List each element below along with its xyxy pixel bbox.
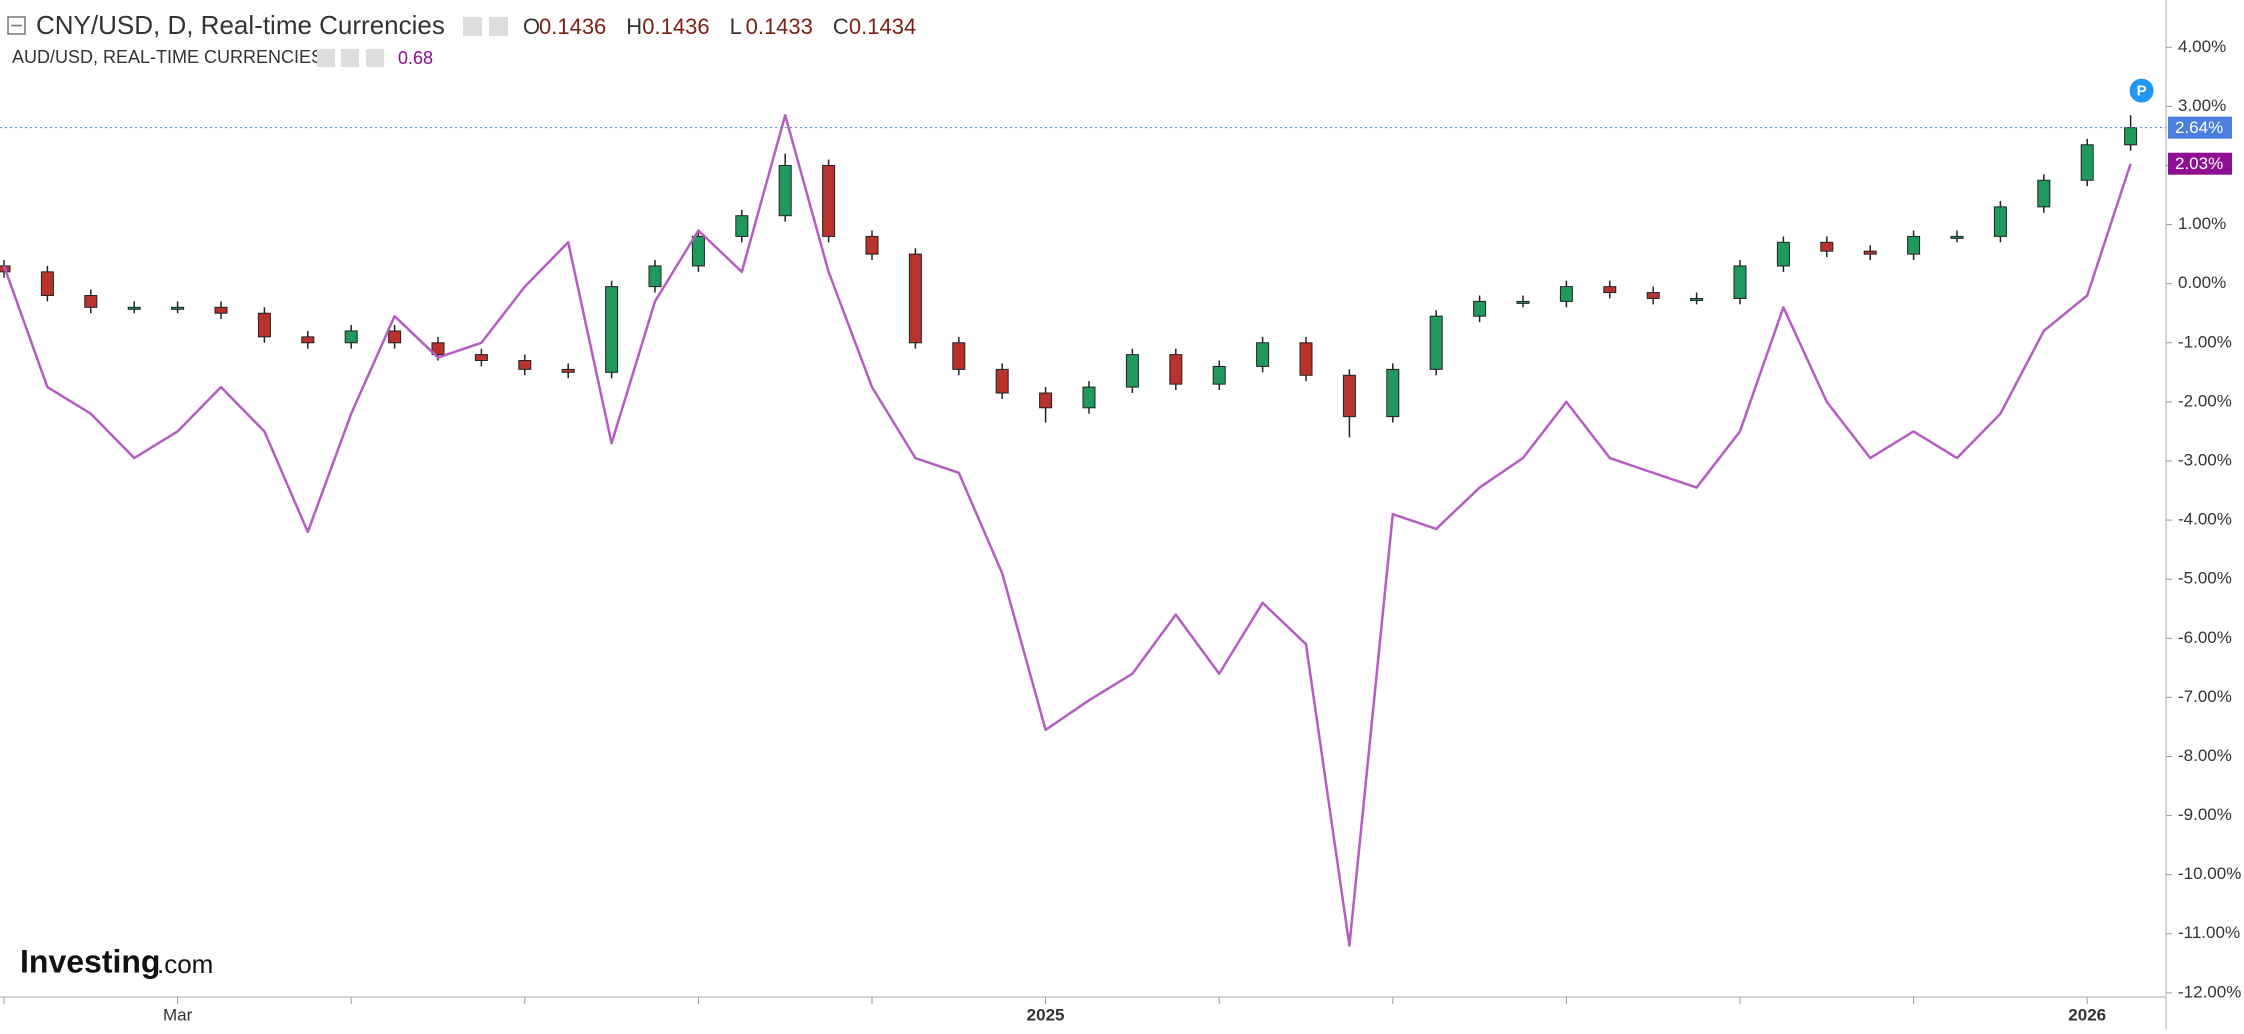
marker-label: P — [2137, 83, 2147, 100]
candle-body — [1473, 300, 1487, 317]
candle-body — [1256, 342, 1270, 367]
candle-body — [1039, 392, 1053, 409]
candle-body — [822, 164, 836, 237]
y-tick-label: -3.00% — [2178, 450, 2232, 469]
candles — [0, 115, 2138, 438]
candle-body — [1169, 354, 1183, 385]
candle-body — [1950, 235, 1964, 239]
y-tick-label: -7.00% — [2178, 687, 2232, 706]
candle-body — [431, 342, 445, 356]
marker-badge — [2129, 78, 2154, 103]
candle-body — [648, 265, 662, 288]
candle-body — [1776, 241, 1790, 267]
y-tick-label: 0.00% — [2178, 273, 2226, 292]
candle-body — [84, 294, 98, 308]
quote-value: 0.1436 — [539, 14, 606, 39]
candle-body — [474, 354, 488, 362]
y-tick-label: -6.00% — [2178, 628, 2232, 647]
y-tick-label: -12.00% — [2178, 982, 2241, 1001]
candle-body — [2080, 144, 2094, 181]
candle-body — [1863, 250, 1877, 255]
y-tick-label: -8.00% — [2178, 746, 2232, 765]
candle-body — [1429, 315, 1443, 370]
quote-value: 0.68 — [398, 48, 433, 68]
candle-body — [908, 253, 922, 344]
y-tick-label: 3.00% — [2178, 96, 2226, 115]
candle-body — [214, 306, 228, 314]
watermark-suffix: .com — [157, 949, 213, 979]
candle-body — [1125, 354, 1139, 388]
candle-body — [1342, 374, 1356, 418]
series-title: CNY/USD, D, Real-time Currencies — [36, 10, 445, 40]
candle-body — [127, 306, 141, 310]
watermark: Investing .com — [20, 943, 213, 979]
y-tick-label: 4.00% — [2178, 37, 2226, 56]
candle-body — [1690, 297, 1704, 301]
candle-body — [257, 312, 271, 338]
icon-settings[interactable] — [489, 17, 508, 36]
quote-value: 0.1434 — [849, 14, 916, 39]
candle-body — [1646, 292, 1660, 299]
y-tick-label: -10.00% — [2178, 864, 2241, 883]
x-tick-label: Mar — [163, 1005, 193, 1024]
quote-key: C — [833, 14, 849, 39]
candle-body — [691, 235, 705, 267]
y-tick-label: 1.00% — [2178, 214, 2226, 233]
x-tick-label: 2026 — [2068, 1005, 2106, 1024]
candle-body — [995, 368, 1009, 394]
watermark-brand: Investing — [20, 943, 160, 979]
quote-value: 0.1436 — [642, 14, 709, 39]
candle-body — [778, 164, 792, 217]
last-price-box — [2168, 116, 2232, 139]
quote-key: H — [626, 14, 642, 39]
candle-body — [561, 368, 575, 373]
candle-body — [2037, 179, 2051, 208]
collapse-icon[interactable] — [7, 16, 26, 35]
candle-body — [344, 330, 358, 344]
candle-body — [1386, 368, 1400, 418]
candle-body — [1907, 235, 1921, 255]
y-tick-label: -4.00% — [2178, 510, 2232, 529]
y-tick-label: -9.00% — [2178, 805, 2232, 824]
candle-body — [1082, 386, 1096, 409]
icon-close[interactable] — [366, 49, 384, 67]
candle-body — [1603, 286, 1617, 294]
candle-body — [518, 360, 532, 370]
candle-body — [388, 330, 402, 344]
last-price-label: 2.64% — [2175, 118, 2223, 137]
candle-body — [1299, 342, 1313, 376]
candle-body — [605, 286, 619, 373]
candle-body — [1559, 286, 1573, 302]
candle-body — [301, 336, 315, 344]
y-tick-label: -11.00% — [2178, 923, 2240, 942]
candle-body — [1993, 206, 2007, 237]
y-tick-label: -2.00% — [2178, 391, 2232, 410]
candle-body — [1516, 300, 1530, 304]
candle-body — [40, 271, 54, 296]
y-tick-label: -1.00% — [2178, 332, 2232, 351]
candle-body — [865, 235, 879, 255]
candle-body — [1820, 241, 1834, 252]
header-icons — [317, 17, 508, 67]
y-tick-label: -5.00% — [2178, 569, 2232, 588]
icon-settings[interactable] — [341, 49, 359, 67]
x-tick-label: 2025 — [1027, 1005, 1065, 1024]
candle-body — [2124, 127, 2138, 146]
last-price-box — [2168, 152, 2232, 175]
line-series — [2, 113, 2132, 947]
quote-key: O — [523, 14, 540, 39]
candle-body — [171, 306, 185, 310]
last-price-label: 2.03% — [2175, 154, 2223, 173]
quote-key: L — [730, 14, 742, 39]
icon-eye[interactable] — [463, 17, 482, 36]
candle-body — [1733, 265, 1747, 299]
candle-body — [952, 342, 966, 370]
quote-value: 0.1433 — [746, 14, 813, 39]
icon-eye[interactable] — [317, 49, 335, 67]
series-title: AUD/USD, REAL-TIME CURRENCIES — [12, 47, 323, 67]
candle-body — [1212, 365, 1226, 385]
candle-body — [735, 215, 749, 237]
